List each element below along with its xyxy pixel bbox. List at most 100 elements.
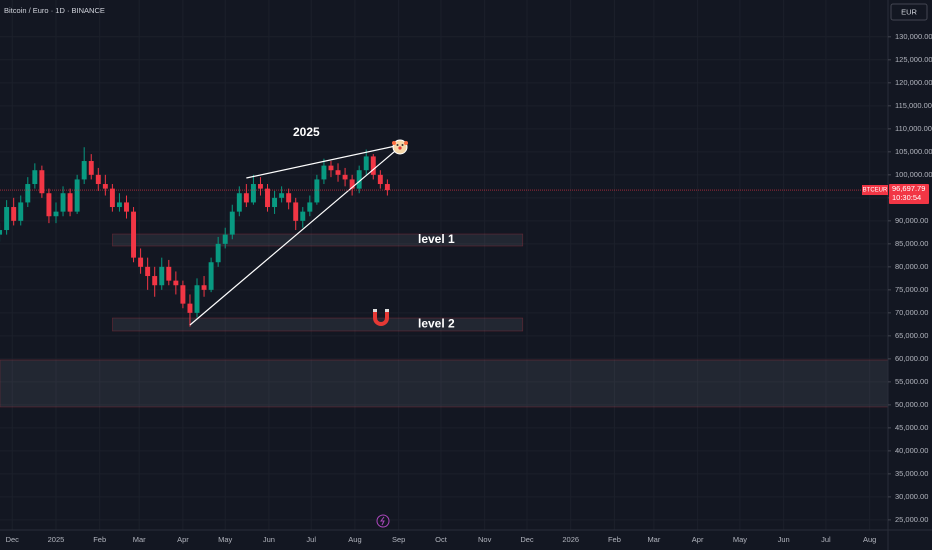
candle-body	[363, 156, 369, 171]
x-tick-label: Dec	[6, 535, 20, 544]
x-tick-label: Mar	[133, 535, 146, 544]
candle-body	[145, 266, 151, 277]
candle-body	[300, 211, 306, 221]
candle-body	[102, 184, 108, 189]
y-tick-label: 35,000.00	[895, 469, 928, 478]
candle-body	[229, 211, 235, 235]
candle-body	[272, 197, 278, 208]
zone-label: level 1	[418, 232, 455, 246]
price-tag-bg	[889, 184, 929, 205]
y-tick-label: 105,000.00	[895, 147, 932, 156]
x-tick-label: Jun	[778, 535, 790, 544]
candle-body	[342, 174, 348, 180]
candle-body	[46, 193, 52, 217]
y-tick-label: 60,000.00	[895, 354, 928, 363]
candle-body	[88, 161, 94, 175]
x-tick-label: May	[218, 535, 232, 544]
candle-body	[215, 243, 221, 263]
candle-body	[384, 184, 390, 191]
y-tick-label: 40,000.00	[895, 446, 928, 455]
candle-body	[321, 165, 327, 180]
y-tick-label: 85,000.00	[895, 239, 928, 248]
y-tick-label: 90,000.00	[895, 216, 928, 225]
y-tick-label: 45,000.00	[895, 423, 928, 432]
symbol-tag-bg	[862, 185, 888, 196]
x-tick-label: Feb	[608, 535, 621, 544]
x-tick-label: Aug	[863, 535, 876, 544]
candle-body	[222, 234, 228, 244]
candle-body	[166, 266, 172, 281]
trendline	[246, 144, 401, 179]
y-tick-label: 80,000.00	[895, 262, 928, 271]
candle-body	[293, 202, 299, 221]
y-tick-label: 130,000.00	[895, 32, 932, 41]
x-tick-label: Jun	[263, 535, 275, 544]
magnet-icon	[373, 309, 389, 326]
x-tick-label: Jul	[306, 535, 316, 544]
trendline	[189, 147, 400, 326]
x-tick-label: Apr	[177, 535, 189, 544]
candle-body	[109, 188, 115, 208]
candle-body	[236, 193, 242, 212]
y-tick-label: 100,000.00	[895, 170, 932, 179]
y-tick-label: 30,000.00	[895, 492, 928, 501]
candle-body	[265, 188, 270, 208]
candle-body	[307, 202, 313, 212]
x-tick-label: Feb	[93, 535, 106, 544]
candle-body	[314, 179, 320, 203]
price-tag-label: 96,697.79	[892, 184, 925, 193]
symbol-title: Bitcoin / Euro · 1D · BINANCE	[4, 6, 105, 15]
candle-body	[279, 193, 285, 198]
y-tick-label: 25,000.00	[895, 515, 928, 524]
x-tick-label: Aug	[348, 535, 361, 544]
x-tick-label: Apr	[692, 535, 704, 544]
candle-body	[335, 170, 341, 175]
candle-body	[0, 230, 3, 235]
y-tick-label: 125,000.00	[895, 55, 932, 64]
zone	[112, 317, 524, 332]
x-tick-label: Dec	[520, 535, 534, 544]
candle-body	[81, 161, 87, 180]
candle-body	[349, 179, 355, 189]
annotation: 2025	[293, 125, 320, 139]
candle-body	[18, 202, 24, 221]
zone	[112, 233, 524, 247]
countdown-label: 10:30:54	[892, 193, 921, 202]
candle-body	[328, 165, 334, 171]
candle-body	[74, 179, 80, 212]
y-tick-label: 65,000.00	[895, 331, 928, 340]
candle-body	[194, 285, 200, 313]
currency-button[interactable]	[890, 3, 928, 21]
x-tick-label: Mar	[647, 535, 660, 544]
candle-body	[370, 156, 376, 175]
y-tick-label: 110,000.00	[895, 124, 932, 133]
x-tick-label: Nov	[478, 535, 492, 544]
y-tick-label: 50,000.00	[895, 400, 928, 409]
candle-body	[187, 303, 193, 313]
candle-body	[124, 202, 129, 212]
candle-body	[131, 211, 137, 258]
candle-body	[39, 170, 45, 194]
candle-body	[11, 207, 17, 221]
replay-icon[interactable]	[376, 514, 390, 528]
candle-body	[95, 174, 101, 185]
currency-button-label[interactable]: EUR	[901, 7, 917, 16]
candle-body	[116, 202, 122, 208]
candle-body	[286, 193, 292, 203]
candle-body	[208, 262, 214, 290]
candle-body	[201, 285, 207, 290]
candle-body	[243, 193, 249, 203]
x-tick-label: Sep	[392, 535, 405, 544]
candle-body	[159, 266, 165, 286]
candle-body	[152, 276, 158, 286]
candle-body	[180, 285, 186, 304]
candle-body	[32, 170, 38, 185]
x-tick-label: 2025	[48, 535, 65, 544]
zone-label: level 2	[418, 317, 455, 331]
candle-body	[25, 184, 31, 203]
candle-body	[67, 193, 73, 212]
y-tick-label: 120,000.00	[895, 78, 932, 87]
candle-body	[257, 184, 263, 189]
